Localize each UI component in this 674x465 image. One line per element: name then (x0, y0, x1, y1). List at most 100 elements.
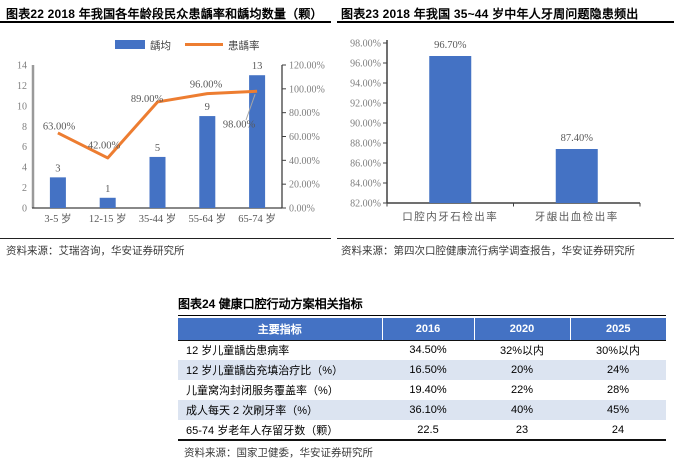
category-label: 65-74 岁 (238, 212, 276, 225)
figure23-source: 资料来源：第四次口腔健康流行病学调查报告，华安证券研究所 (341, 246, 635, 257)
indicator-value: 36.10% (409, 404, 447, 416)
bar-value-label: 96.70% (434, 40, 467, 51)
bar (249, 75, 266, 208)
y-axis-tick-label: 88.00% (350, 139, 381, 150)
legend-bar-swatch (115, 40, 145, 49)
figure22-chart: 龋均 患龋率 0 2 4 6 8 10 12 14 0.00% 20.00% 40.00% 60.00% 8… (17, 39, 325, 225)
y-axis-tick-label: 98.00% (350, 39, 381, 50)
indicator-name: 65-74 岁老年人存留牙数（颗） (186, 424, 339, 437)
legend: 龋均 患龋率 (115, 39, 260, 52)
line-series (57, 89, 258, 160)
category-label: 3-5 岁 (44, 212, 71, 225)
bar (49, 177, 66, 208)
right-axis-tick-label: 0.00% (289, 204, 315, 215)
y-axis-tick-label: 94.00% (350, 79, 381, 90)
left-axis-tick-label: 14 (17, 61, 27, 72)
left-axis-tick-label: 2 (22, 183, 27, 194)
figure23-chart: 82.00% 84.00% 86.00% 88.00% 90.00% 92.00% 94.0… (350, 39, 641, 223)
indicator-value: 22.5 (417, 423, 439, 436)
table-row: 成人每天 2 次刷牙率（%） 36.10% 40% 45% (178, 400, 666, 420)
indicator-value: 32%以内 (499, 345, 545, 358)
line-value-label: 63.00% (43, 122, 76, 133)
column-header-indicator: 主要指标 (178, 318, 382, 341)
indicator-name: 12 岁儿童龋齿充填治疗比（%） (186, 365, 344, 377)
category-label: 55-64 岁 (188, 212, 226, 225)
indicator-value: 24 (611, 423, 625, 436)
line-value-label: 42.00% (88, 141, 121, 152)
legend-label-line: 患龋率 (228, 39, 260, 52)
right-axis-tick-label: 80.00% (289, 108, 320, 119)
legend-label-bar: 龋均 (150, 39, 171, 52)
indicator-value: 20% (510, 364, 534, 376)
indicator-value: 23 (515, 423, 529, 436)
indicator-value: 45% (606, 404, 630, 416)
bar (149, 156, 166, 208)
right-axis-tick-label: 100.00% (289, 84, 325, 95)
figure24-source: 资料来源：国家卫健委，华安证券研究所 (184, 448, 373, 459)
bar (555, 149, 598, 203)
column-header-2016: 2016 (381, 318, 474, 341)
left-axis-tick-label: 4 (22, 163, 27, 174)
category-label: 牙龈出血检出率 (535, 210, 619, 223)
y-axis-tick-label: 92.00% (350, 99, 381, 110)
left-axis-tick-label: 8 (22, 122, 27, 133)
bar-value-label: 1 (105, 184, 110, 195)
figure23-source-rule (337, 238, 674, 239)
bar-value-label: 9 (205, 102, 210, 113)
indicator-value: 19.40% (409, 384, 447, 396)
indicator-value: 16.50% (409, 364, 447, 376)
indicator-name: 成人每天 2 次刷牙率（%） (186, 405, 319, 417)
indicator-value: 30%以内 (595, 345, 641, 358)
figure24-title: 图表24 健康口腔行动方案相关指标 (178, 297, 666, 316)
line-value-label: 96.00% (190, 80, 223, 91)
column-header-2020: 2020 (473, 318, 570, 341)
line-value-label: 98.00% (223, 120, 256, 131)
indicator-value: 40% (510, 404, 534, 416)
category-label: 35-44 岁 (139, 212, 177, 225)
indicator-name: 儿童窝沟封闭服务覆盖率（%） (186, 385, 339, 397)
category-label: 12-15 岁 (89, 212, 127, 225)
indicator-value: 22% (510, 384, 534, 396)
indicator-value: 28% (606, 384, 630, 396)
right-axis-tick-label: 60.00% (289, 132, 320, 143)
figure23-title-rule (337, 21, 674, 23)
line-value-label: 89.00% (131, 94, 164, 105)
right-axis-tick-label: 20.00% (289, 180, 320, 191)
y-axis-tick-label: 86.00% (350, 159, 381, 170)
indicator-value: 34.50% (409, 344, 447, 357)
right-axis-tick-label: 40.00% (289, 156, 320, 167)
figure22-source: 资料来源：艾瑞咨询，华安证券研究所 (6, 246, 185, 257)
y-axis-tick-label: 84.00% (350, 179, 381, 190)
bar-value-label: 13 (252, 61, 263, 72)
left-axis-tick-label: 0 (22, 204, 27, 215)
indicator-name: 12 岁儿童龋齿患病率 (186, 345, 290, 358)
y-axis-tick-label: 90.00% (350, 119, 381, 130)
bar-value-label: 5 (155, 143, 160, 154)
table-body: 12 岁儿童龋齿患病率 34.50% 32%以内 30%以内 12 岁儿童龋齿充填治疗比… (178, 340, 666, 440)
y-axis-tick-label: 96.00% (350, 59, 381, 70)
table-header-row: 主要指标 2016 2020 2025 (178, 318, 666, 341)
category-label: 口腔内牙石检出率 (402, 210, 498, 223)
indicator-value: 24% (606, 364, 630, 376)
left-axis-tick-label: 6 (22, 142, 27, 153)
bar (429, 56, 472, 203)
figure22-source-rule (0, 238, 331, 239)
bar (99, 197, 116, 208)
figure22-title: 图表22 2018 年我国各年龄段民众患龋率和龋均数量（颗） (6, 7, 323, 21)
table-row: 12 岁儿童龋齿患病率 34.50% 32%以内 30%以内 (178, 340, 666, 360)
bar-value-label: 87.40% (561, 133, 594, 144)
leader-line (245, 94, 256, 121)
table-row: 儿童窝沟封闭服务覆盖率（%） 19.40% 22% 28% (178, 380, 666, 400)
left-axis-tick-label: 10 (17, 101, 27, 112)
indicator-table: 主要指标 2016 2020 2025 12 岁儿童龋齿患病率 34.50% 32%… (178, 318, 666, 441)
table-row: 12 岁儿童龋齿充填治疗比（%） 16.50% 20% 24% (178, 360, 666, 380)
bar-value-label: 3 (55, 163, 60, 174)
figure22-title-rule (0, 21, 331, 23)
right-axis-tick-label: 120.00% (289, 61, 325, 72)
y-axis-tick-label: 82.00% (350, 199, 381, 210)
bar (199, 116, 216, 208)
table-row: 65-74 岁老年人存留牙数（颗） 22.5 23 24 (178, 420, 666, 440)
figure23-title: 图表23 2018 年我国 35~44 岁中年人牙周问题隐患频出 (341, 7, 639, 21)
figure24-panel: 图表24 健康口腔行动方案相关指标 主要指标 2016 2020 2025 12… (178, 297, 666, 460)
